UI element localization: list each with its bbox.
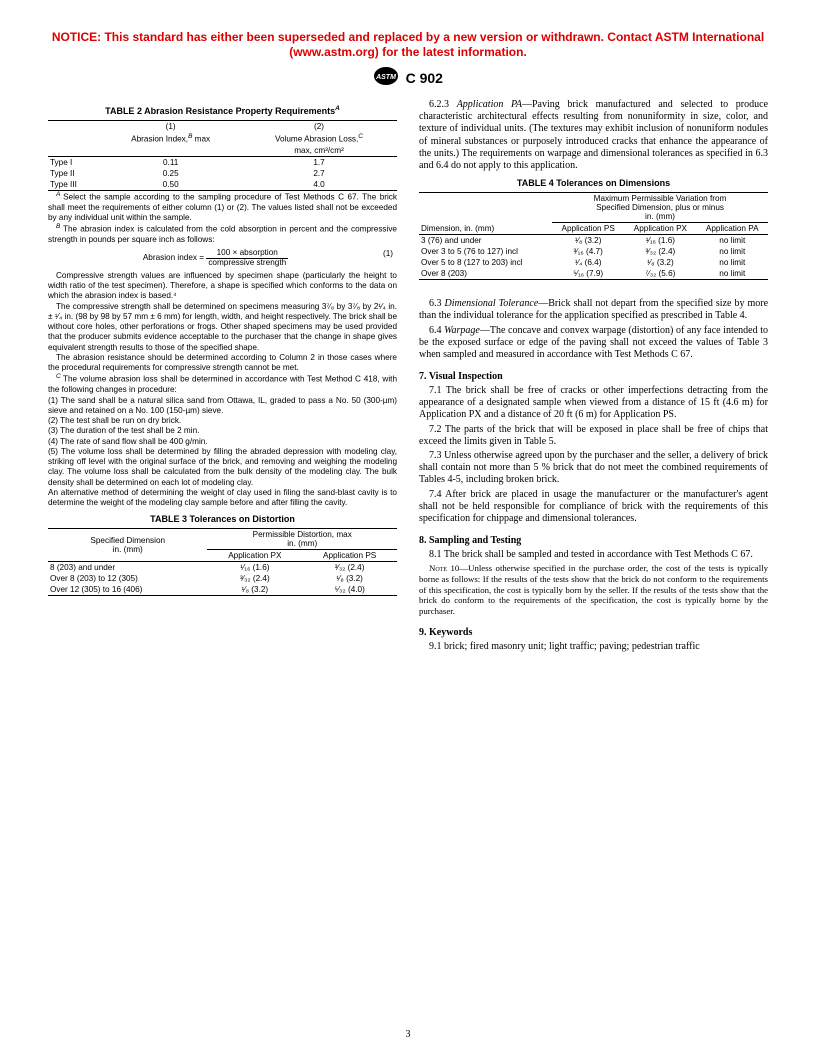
table-4-grid: Dimension, in. (mm) Maximum Permissible …	[419, 192, 768, 280]
section-7: 7. Visual Inspection 7.1 The brick shall…	[419, 371, 768, 525]
page-number: 3	[0, 1029, 816, 1040]
section-6-text: 6.3 Dimensional Tolerance—Brick shall no…	[419, 298, 768, 361]
table-row: 8 (203) and under¹⁄₁₆ (1.6)³⁄₃₂ (2.4)	[48, 562, 397, 574]
table-2-grid: (1) (2) Abrasion Index,B max Volume Abra…	[48, 120, 397, 191]
table-row: Over 8 (203)⁵⁄₁₆ (7.9)⁷⁄₃₂ (5.6)no limit	[419, 268, 768, 280]
table-row: Type I0.111.7	[48, 156, 397, 168]
section-8: 8. Sampling and Testing 8.1 The brick sh…	[419, 535, 768, 617]
astm-logo: ASTM	[373, 66, 399, 89]
svg-text:ASTM: ASTM	[375, 74, 396, 81]
table-4: TABLE 4 Tolerances on Dimensions Dimensi…	[419, 178, 768, 280]
table-row: Over 12 (305) to 16 (406)¹⁄₈ (3.2)⁵⁄₃₂ (…	[48, 584, 397, 596]
document-header: ASTM C 902	[48, 66, 768, 89]
table-2: TABLE 2 Abrasion Resistance Property Req…	[48, 105, 397, 508]
table-row: 3 (76) and under¹⁄₈ (3.2)¹⁄₁₆ (1.6)no li…	[419, 235, 768, 247]
document-number: C 902	[406, 70, 443, 86]
table-row: Type II0.252.7	[48, 168, 397, 179]
table-row: Type III0.504.0	[48, 179, 397, 191]
notice-banner: NOTICE: This standard has either been su…	[48, 30, 768, 60]
note-10: Note 10—Unless otherwise specified in th…	[419, 563, 768, 617]
table-3-grid: Specified Dimensionin. (mm) Permissible …	[48, 528, 397, 596]
table-2-footnotes: A Select the sample according to the sam…	[48, 191, 397, 509]
table-row: Over 5 to 8 (127 to 203) incl¹⁄₄ (6.4)¹⁄…	[419, 257, 768, 268]
table-row: Over 8 (203) to 12 (305)³⁄₃₂ (2.4)¹⁄₈ (3…	[48, 573, 397, 584]
table-3: TABLE 3 Tolerances on Distortion Specifi…	[48, 514, 397, 596]
abrasion-formula: Abrasion index = 100 × absorptioncompres…	[48, 249, 397, 266]
table-row: Over 3 to 5 (76 to 127) incl³⁄₁₆ (4.7)³⁄…	[419, 246, 768, 257]
section-9: 9. Keywords 9.1 brick; fired masonry uni…	[419, 627, 768, 653]
para-6-2-3: 6.2.3 Application PA—Paving brick manufa…	[419, 99, 768, 172]
